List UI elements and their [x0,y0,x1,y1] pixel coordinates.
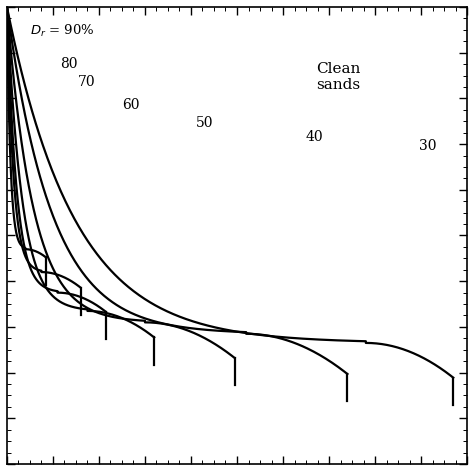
Text: Clean
sands: Clean sands [316,62,360,92]
Text: 70: 70 [78,75,96,89]
Text: 50: 50 [196,116,213,130]
Text: $D_r$ = 90%: $D_r$ = 90% [30,23,95,39]
Text: 40: 40 [306,130,324,144]
Text: 60: 60 [122,98,139,112]
Text: 30: 30 [419,139,436,153]
Text: 80: 80 [60,57,77,71]
